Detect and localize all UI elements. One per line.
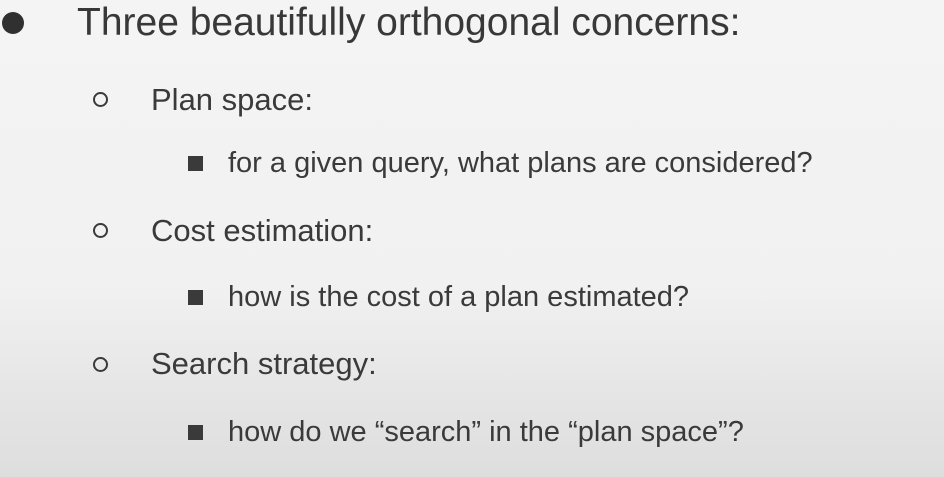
item-detail-plan-space: for a given query, what plans are consid… — [228, 146, 813, 179]
hollow-circle-bullet-icon — [93, 92, 108, 107]
square-bullet-icon — [188, 156, 203, 171]
slide-heading: Three beautifully orthogonal concerns: — [77, 1, 741, 44]
square-bullet-icon — [188, 290, 203, 305]
item-label-plan-space: Plan space: — [151, 82, 313, 117]
filled-circle-bullet-icon — [2, 12, 24, 34]
item-detail-cost-estimation: how is the cost of a plan estimated? — [228, 280, 690, 313]
item-detail-search-strategy: how do we “search” in the “plan space”? — [228, 415, 744, 448]
square-bullet-icon — [188, 425, 203, 440]
item-label-cost-estimation: Cost estimation: — [151, 213, 374, 248]
hollow-circle-bullet-icon — [93, 357, 108, 372]
hollow-circle-bullet-icon — [93, 223, 108, 238]
item-label-search-strategy: Search strategy: — [151, 346, 377, 381]
